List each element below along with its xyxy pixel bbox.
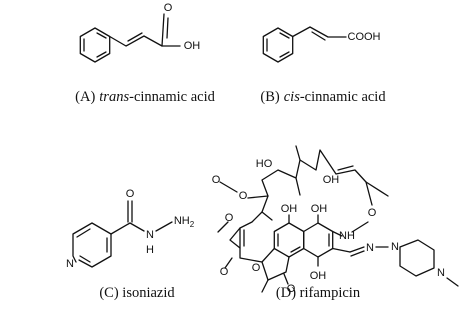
atom-label: O: [287, 283, 296, 295]
caption: (C) isoniazid: [99, 285, 175, 301]
atom-label: O: [126, 188, 135, 200]
atom-label: N: [366, 242, 374, 254]
atom-label: O: [220, 266, 229, 278]
atom-label: H: [146, 244, 154, 256]
structure-b: COOH: [262, 26, 381, 63]
caption-rest: -cinnamic acid: [300, 89, 386, 105]
atom-label: O: [225, 212, 234, 224]
atom-label: N: [391, 241, 399, 253]
caption: (D) rifampicin: [276, 285, 361, 301]
atom-label: HO: [256, 158, 273, 170]
atom-label: OH: [184, 40, 201, 52]
caption-label: (B): [260, 89, 280, 105]
structure-a: O OH: [79, 2, 201, 63]
atom-label: OH: [323, 174, 340, 186]
atom-label: OH: [311, 203, 328, 215]
structure-d: HO OH O O O OH OH O NH N N N O O O OH: [212, 145, 459, 295]
atom-label: N: [66, 258, 74, 270]
atom-label: OH: [281, 203, 298, 215]
caption-label: (A): [75, 89, 95, 105]
caption-rest: -cinnamic acid: [129, 89, 215, 105]
atom-label: OH: [310, 270, 327, 282]
atom-subscript: 2: [190, 220, 195, 229]
atom-label: N: [437, 267, 445, 279]
atom-label: COOH: [348, 31, 381, 43]
atom-label: O: [212, 174, 221, 186]
caption: (B) cis-cinnamic acid: [260, 89, 386, 105]
atom-label: NH: [174, 215, 190, 227]
atom-label: O: [252, 262, 261, 274]
caption-italic: cis: [284, 89, 300, 105]
caption-italic: trans: [99, 89, 129, 105]
atom-label: O: [164, 2, 173, 14]
atom-label: NH2: [174, 215, 195, 229]
atom-label: N: [146, 229, 154, 241]
caption: (A) trans-cinnamic acid: [75, 89, 215, 105]
structure-c: O N H NH2 N: [66, 188, 195, 270]
atom-label: O: [239, 190, 248, 202]
atom-label: NH: [339, 230, 355, 242]
atom-label: O: [368, 207, 377, 219]
